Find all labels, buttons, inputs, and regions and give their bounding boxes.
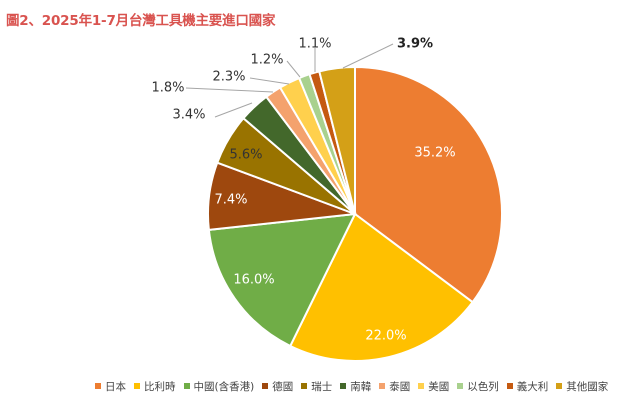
pie-slice-11 — [318, 65, 356, 215]
legend-swatch-2 — [134, 383, 140, 389]
legend-item-4: 德國 — [262, 379, 293, 394]
legend-item-1: 日本 — [95, 379, 126, 394]
legend-swatch-8 — [418, 383, 425, 389]
legend-item-3: 中國(含香港) — [183, 379, 255, 394]
legend-swatch-10 — [506, 383, 513, 389]
leader-line-7 — [185, 87, 274, 93]
legend-item-10: 義大利 — [506, 379, 549, 394]
data-label-6: 3.4% — [172, 108, 205, 123]
data-label-5: 5.6% — [229, 148, 262, 163]
legend-label-2: 比利時 — [144, 380, 176, 393]
legend-swatch-7 — [379, 383, 386, 389]
data-label-3: 16.0% — [233, 273, 274, 288]
data-label-10: 1.1% — [298, 37, 331, 52]
legend-label-1: 日本 — [105, 380, 126, 393]
legend-swatch-3 — [183, 383, 190, 389]
leader-line-6 — [214, 102, 253, 118]
legend-label-6: 南韓 — [350, 380, 372, 393]
data-label-2: 22.0% — [365, 329, 406, 344]
legend-swatch-4 — [262, 383, 269, 389]
legend-label-10: 義大利 — [516, 380, 549, 393]
legend-item-9: 以色列 — [457, 379, 499, 394]
leader-line-11 — [342, 43, 394, 69]
pie-slice-2 — [288, 212, 475, 362]
chart-title: 圖2、2025年1-7月台灣工具機主要進口國家 — [6, 13, 276, 29]
legend-label-9: 以色列 — [467, 380, 499, 393]
legend-label-4: 德國 — [272, 380, 294, 393]
legend-swatch-9 — [457, 383, 464, 389]
data-label-7: 1.8% — [151, 81, 184, 96]
data-label-9: 1.2% — [250, 53, 283, 68]
data-label-11: 3.9% — [397, 37, 433, 52]
legend-label-7: 泰國 — [389, 380, 411, 393]
leader-line-9 — [286, 60, 301, 78]
legend-swatch-1 — [95, 383, 101, 389]
legend-label-11: 其他國家 — [566, 380, 609, 393]
legend-item-8: 美國 — [418, 379, 449, 394]
data-label-1: 35.2% — [414, 146, 455, 161]
legend-label-5: 瑞士 — [311, 380, 333, 393]
data-label-4: 7.4% — [214, 193, 247, 208]
legend-swatch-5 — [301, 383, 308, 389]
chart-legend: 日本 比利時 中國(含香港) 德國 瑞士 南韓 泰國 美國 以色列 義大利 其他國家 — [95, 377, 630, 395]
legend-swatch-6 — [340, 383, 347, 389]
legend-label-3: 中國(含香港) — [193, 380, 255, 393]
legend-item-7: 泰國 — [379, 379, 410, 394]
legend-item-5: 瑞士 — [301, 379, 332, 394]
legend-item-11: 其他國家 — [556, 379, 608, 394]
legend-swatch-11 — [556, 383, 563, 389]
legend-item-6: 南韓 — [340, 379, 371, 394]
leader-line-8 — [249, 77, 290, 85]
legend-label-8: 美國 — [428, 380, 450, 393]
pie-slice-1 — [354, 65, 503, 304]
pie-slice-3 — [207, 212, 357, 348]
data-label-8: 2.3% — [212, 70, 245, 85]
legend-item-2: 比利時 — [134, 379, 176, 394]
